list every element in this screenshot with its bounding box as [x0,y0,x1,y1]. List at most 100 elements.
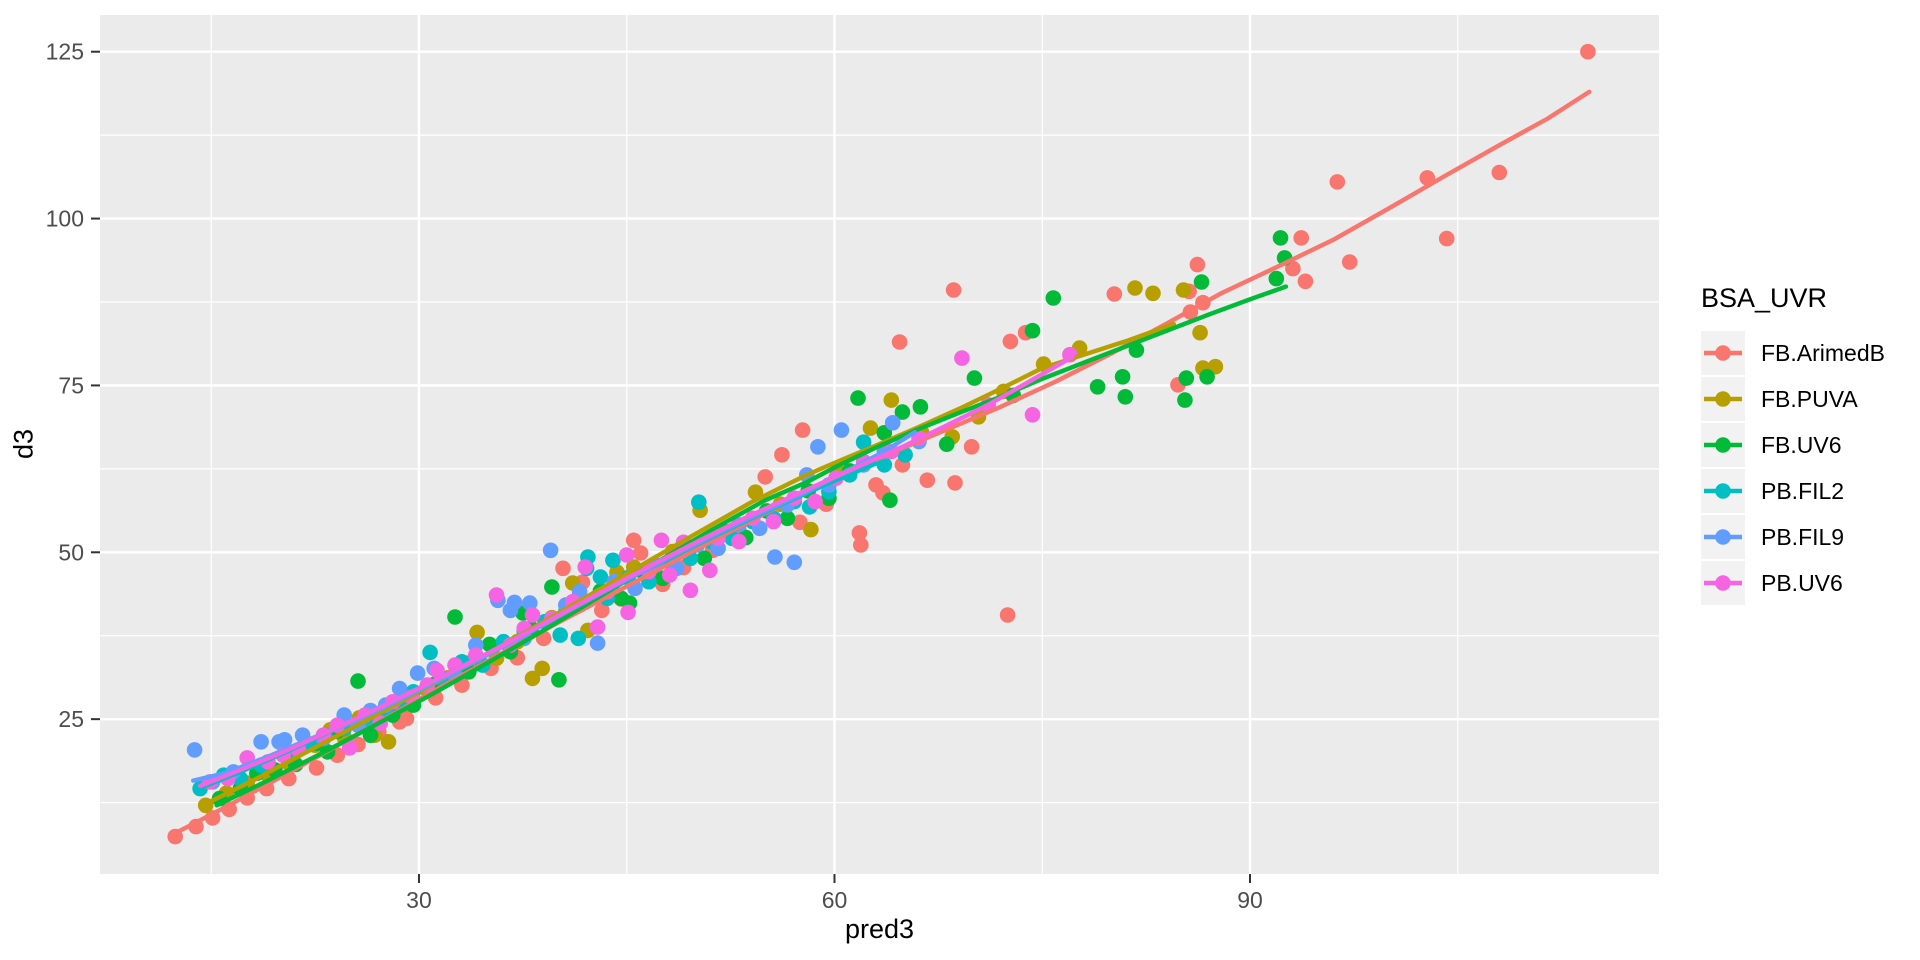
legend-item-FB.ArimedB: FB.ArimedB [1701,330,1885,376]
data-point-FB.UV6 [551,672,567,688]
data-point-PB.UV6 [524,607,541,623]
data-point-FB.ArimedB [1438,230,1455,247]
data-point-FB.ArimedB [1285,260,1301,277]
data-point-FB.ArimedB [1329,174,1346,190]
data-point-FB.PUVA [883,392,900,408]
data-point-FB.ArimedB [794,422,811,438]
x-axis-title: pred3 [844,914,915,944]
legend-items: FB.ArimedB FB.PUVA FB.UV6 PB.FIL2 PB.FIL9 PB.… [1701,330,1885,606]
smooth-line-PB.UV6 [197,354,1075,789]
data-point-FB.ArimedB [963,439,980,455]
data-point-PB.FIL9 [391,680,408,697]
data-point-PB.FIL9 [409,665,426,681]
data-point-FB.UV6 [1193,274,1210,290]
legend: BSA_UVR FB.ArimedB FB.PUVA FB.UV6 PB.FIL2 PB… [1701,283,1885,606]
legend-item-PB.FIL2: PB.FIL2 [1701,468,1885,514]
data-point-PB.FIL9 [186,742,203,758]
data-point-FB.ArimedB [1293,230,1309,246]
data-point-FB.UV6 [779,510,796,527]
legend-item-FB.PUVA: FB.PUVA [1701,376,1885,422]
data-point-PB.FIL9 [786,554,803,571]
data-point-FB.PUVA [1175,282,1192,298]
data-point-PB.FIL9 [506,594,523,611]
data-point-PB.FIL2 [855,434,872,451]
data-point-FB.ArimedB [757,469,773,485]
data-point-FB.UV6 [1117,389,1134,405]
data-point-PB.FIL9 [810,439,826,455]
data-point-FB.UV6 [447,609,463,625]
legend-title: BSA_UVR [1701,283,1828,313]
data-point-FB.PUVA [524,670,541,687]
legend-key-line-dot-icon [1701,377,1745,421]
data-point-PB.UV6 [1024,407,1041,423]
data-point-FB.UV6 [894,404,911,420]
legend-label: FB.PUVA [1761,385,1858,412]
data-point-FB.PUVA [469,624,485,641]
data-point-FB.ArimedB [891,334,908,350]
legend-key-line-dot-icon [1701,515,1745,559]
legend-label: FB.UV6 [1761,431,1842,458]
y-tick-label: 50 [58,539,84,565]
legend-label: PB.FIL2 [1761,477,1845,504]
data-point-PB.UV6 [765,513,782,530]
legend-label: PB.FIL9 [1761,523,1845,550]
data-point-FB.PUVA [380,734,397,750]
data-point-PB.FIL9 [276,732,293,748]
data-point-FB.ArimedB [851,525,868,541]
data-point-FB.PUVA [1145,285,1161,302]
data-point-FB.ArimedB [945,282,962,298]
data-point-PB.UV6 [341,740,358,756]
smooth-line-FB.PUVA [203,321,1176,807]
data-point-FB.UV6 [1178,370,1195,386]
data-point-PB.FIL9 [522,595,538,611]
data-point-PB.FIL9 [767,549,783,565]
data-point-FB.UV6 [1114,369,1131,385]
legend-key-line-dot-icon [1701,469,1745,513]
data-point-PB.UV6 [807,493,823,510]
data-point-FB.PUVA [803,521,819,538]
data-point-FB.UV6 [1177,392,1193,408]
x-tick-label: 60 [822,887,848,913]
data-point-FB.UV6 [1045,290,1062,306]
legend-label: PB.UV6 [1761,569,1843,596]
legend-item-PB.UV6: PB.UV6 [1701,560,1885,606]
data-point-FB.ArimedB [1341,254,1358,270]
data-point-PB.FIL2 [552,627,568,643]
data-point-FB.UV6 [850,390,866,406]
x-tick-label: 90 [1237,887,1263,913]
data-point-PB.UV6 [954,350,970,366]
data-point-FB.PUVA [862,420,879,436]
legend-key-line-dot-icon [1701,423,1745,467]
data-point-FB.UV6 [350,673,366,689]
data-point-FB.UV6 [1272,230,1289,246]
data-point-FB.UV6 [882,492,898,509]
data-point-FB.UV6 [1268,270,1285,287]
data-point-FB.UV6 [938,436,955,453]
data-point-FB.ArimedB [999,607,1016,623]
y-axis-title: d3 [8,428,39,460]
data-point-PB.UV6 [653,532,670,549]
data-point-FB.UV6 [1089,379,1106,395]
legend-key-line-dot-icon [1701,331,1745,375]
data-point-FB.UV6 [696,550,713,567]
data-point-FB.PUVA [1127,280,1143,296]
data-point-FB.ArimedB [625,532,642,549]
data-point-PB.UV6 [589,619,606,635]
data-point-PB.UV6 [488,587,505,603]
data-point-FB.ArimedB [555,560,571,577]
data-point-FB.ArimedB [398,710,415,727]
y-tick-label: 75 [58,372,84,398]
legend-item-FB.UV6: FB.UV6 [1701,422,1885,468]
x-tick-label: 30 [406,887,432,913]
data-point-FB.ArimedB [1189,256,1206,273]
y-tick-label: 125 [46,39,84,65]
legend-label: FB.ArimedB [1761,339,1885,366]
smooth-line-FB.UV6 [214,284,1289,808]
data-point-FB.ArimedB [632,545,649,561]
data-point-PB.FIL9 [833,422,850,438]
data-point-FB.UV6 [912,399,929,415]
data-point-PB.FIL2 [605,552,621,569]
data-point-FB.UV6 [966,370,983,386]
data-point-PB.FIL2 [592,569,609,585]
data-point-PB.UV6 [577,559,593,575]
